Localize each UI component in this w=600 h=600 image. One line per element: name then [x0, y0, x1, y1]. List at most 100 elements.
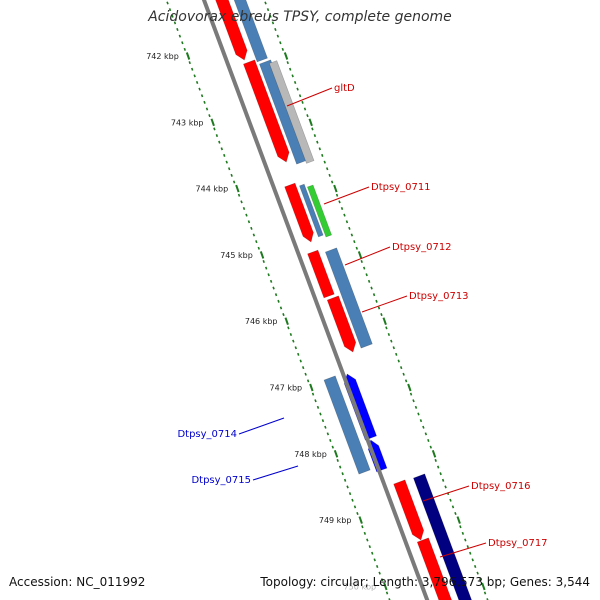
minor-tick	[353, 505, 357, 509]
minor-tick	[240, 200, 243, 204]
minor-tick	[279, 41, 282, 45]
minor-tick	[483, 591, 487, 595]
minor-tick	[168, 8, 172, 12]
leader-line-dtpsy_0714	[238, 417, 285, 435]
minor-tick	[298, 94, 302, 98]
minor-tick	[441, 478, 445, 482]
minor-tick	[242, 206, 246, 211]
gene-feature-4	[268, 60, 315, 164]
tick-label-746: 746 kbp	[245, 317, 278, 326]
map-title: Acidovorax ebreus TPSY, complete genome	[148, 9, 452, 25]
gene-feature-9	[326, 295, 357, 353]
minor-tick	[183, 47, 186, 51]
minor-tick	[476, 571, 479, 575]
leader-line-dtpsy_0715	[252, 465, 299, 481]
minor-tick	[367, 279, 371, 283]
minor-tick	[439, 472, 442, 476]
minor-tick	[466, 545, 469, 549]
tick-label-748: 748 kbp	[294, 450, 327, 459]
minor-tick	[353, 240, 356, 244]
minor-tick	[429, 445, 432, 449]
minor-tick	[247, 220, 251, 224]
minor-tick	[311, 392, 315, 396]
gene-feature-6	[299, 183, 324, 238]
tick-label-744: 744 kbp	[196, 185, 229, 194]
minor-tick	[473, 564, 477, 569]
minor-tick	[350, 233, 354, 237]
minor-tick	[245, 213, 248, 217]
minor-tick	[223, 153, 226, 157]
minor-tick	[198, 87, 201, 91]
minor-tick	[208, 114, 211, 118]
minor-tick	[272, 286, 275, 290]
leader-line-gltd	[286, 87, 333, 107]
major-tick	[383, 582, 388, 591]
minor-tick	[266, 8, 270, 12]
minor-tick	[321, 419, 325, 423]
minor-tick	[289, 67, 292, 71]
minor-tick	[356, 511, 359, 515]
minor-tick	[361, 525, 364, 529]
minor-tick	[287, 326, 290, 330]
gene-label-dtpsy_0717: Dtpsy_0717	[488, 538, 548, 549]
minor-tick	[375, 299, 378, 303]
minor-tick	[329, 439, 332, 443]
minor-tick	[375, 564, 379, 569]
major-tick	[309, 383, 314, 392]
minor-tick	[181, 41, 184, 45]
gene-feature-15	[416, 537, 452, 600]
major-tick	[308, 118, 313, 127]
minor-tick	[366, 538, 369, 542]
leader-line-dtpsy_0712	[344, 246, 391, 266]
minor-tick	[399, 366, 403, 370]
minor-tick	[402, 372, 405, 376]
minor-tick	[395, 352, 398, 356]
gene-label-dtpsy_0712: Dtpsy_0712	[392, 242, 452, 253]
minor-tick	[218, 140, 221, 144]
minor-tick	[171, 14, 174, 18]
minor-tick	[205, 107, 209, 111]
minor-tick	[281, 47, 284, 51]
minor-tick	[346, 485, 349, 489]
minor-tick	[173, 21, 177, 25]
gene-feature-1	[233, 0, 268, 63]
minor-tick	[296, 87, 299, 91]
minor-tick	[409, 392, 413, 396]
minor-tick	[414, 405, 418, 409]
minor-tick	[385, 326, 388, 330]
gene-feature-0	[215, 0, 248, 61]
major-tick	[235, 184, 240, 193]
minor-tick	[292, 339, 295, 343]
minor-tick	[422, 425, 425, 429]
gene-feature-14	[393, 479, 425, 541]
minor-tick	[213, 127, 216, 131]
minor-tick	[282, 313, 285, 317]
minor-tick	[297, 352, 300, 356]
major-tick	[284, 317, 289, 326]
minor-tick	[336, 458, 339, 462]
gene-feature-2	[243, 59, 290, 163]
minor-tick	[176, 27, 179, 31]
major-tick	[382, 317, 387, 326]
backbone-line	[201, 0, 430, 600]
minor-tick	[471, 558, 474, 562]
minor-tick	[276, 34, 280, 38]
gene-feature-11	[323, 375, 371, 475]
gene-label-dtpsy_0714: Dtpsy_0714	[177, 429, 237, 440]
minor-tick	[380, 313, 383, 317]
major-tick	[283, 52, 289, 60]
minor-tick	[319, 412, 322, 416]
major-tick	[333, 184, 338, 193]
minor-tick	[191, 67, 194, 71]
minor-tick	[340, 206, 344, 211]
minor-tick	[269, 14, 272, 18]
minor-tick	[370, 286, 373, 290]
gene-labels: gltD Dtpsy_0711 Dtpsy_0712 Dtpsy_0713 Dtpsy_…	[177, 83, 548, 558]
gene-features	[215, 0, 472, 600]
minor-tick	[274, 293, 278, 297]
major-tick	[333, 449, 339, 458]
minor-tick	[469, 551, 472, 555]
minor-tick	[188, 61, 191, 65]
minor-tick	[265, 266, 268, 270]
